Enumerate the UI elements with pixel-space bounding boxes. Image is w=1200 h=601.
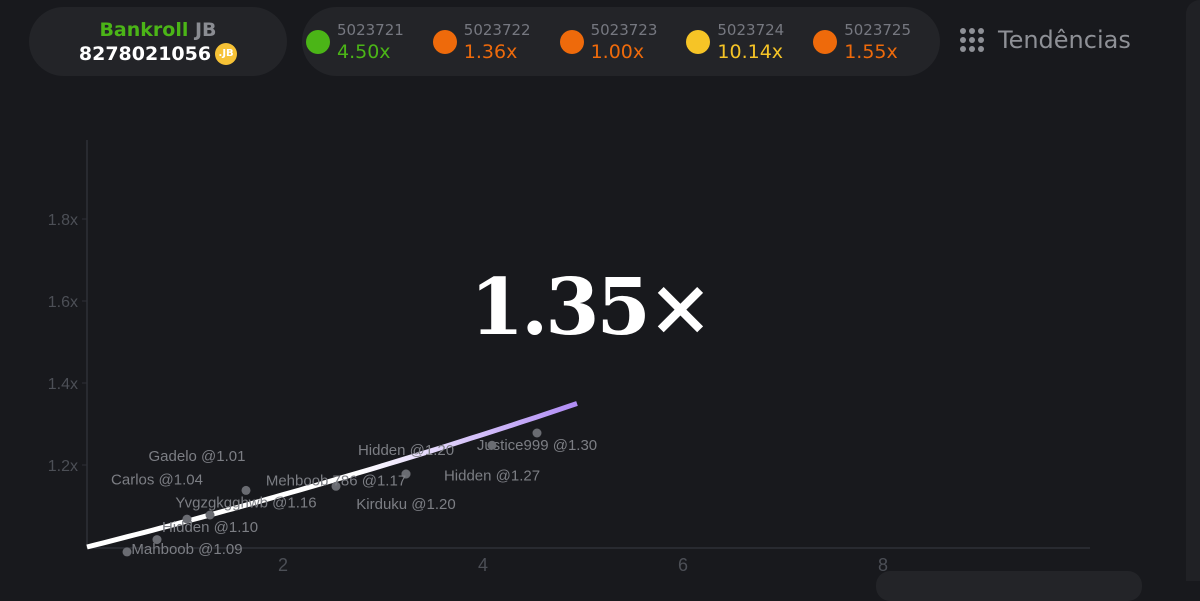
history-item[interactable]: 5023725 1.55x — [813, 20, 940, 64]
history-item[interactable]: 5023723 1.00x — [559, 20, 687, 64]
round-multiplier: 1.36x — [463, 40, 518, 63]
round-id: 5023724 — [717, 20, 785, 39]
y-tick-label: 1.8x — [48, 212, 78, 229]
player-cashout-dot — [401, 469, 411, 479]
player-cashout-label: Hidden @1.10 — [162, 519, 258, 536]
player-cashout-dot — [122, 547, 132, 557]
player-cashout-dot — [152, 535, 162, 545]
history-item[interactable]: 5023722 1.36x — [432, 20, 560, 64]
player-cashout-label: Mehboob 786 @1.17 — [266, 472, 406, 489]
coin-icon: .JB — [215, 43, 238, 65]
crash-chart: 1.2x 1.4x 1.6x 1.8x 2 4 6 8 Justice999 @1.30 Hidd… — [48, 140, 1090, 575]
current-multiplier: 1.35× — [469, 262, 713, 353]
status-dot-icon — [306, 29, 330, 54]
player-cashout-label: Gadelo @1.01 — [149, 448, 246, 465]
bottom-panel — [876, 571, 1142, 601]
player-cashout-dot — [532, 428, 542, 438]
status-dot-icon — [813, 29, 838, 54]
bankroll-currency: JB — [194, 19, 217, 41]
y-tick-label: 1.2x — [48, 458, 78, 475]
player-cashout-label: Mahboob @1.09 — [131, 541, 242, 558]
player-cashout-label: Hidden @1.27 — [444, 467, 540, 484]
history-item[interactable]: 5023724 10.14x — [686, 20, 813, 64]
round-multiplier: 10.14x — [717, 40, 784, 63]
status-dot-icon — [686, 29, 711, 54]
multiplier-curve — [86, 401, 578, 550]
history-item[interactable]: 5023721 4.50x — [306, 20, 433, 64]
round-history: 5023721 4.50x 5023722 1.36x 5023723 1.00x 5023… — [302, 7, 940, 76]
x-tick-label: 8 — [878, 555, 888, 575]
player-cashout-label: Hidden @1.20 — [358, 442, 454, 459]
round-multiplier: 1.00x — [590, 40, 645, 63]
player-cashout-label: Yvgzgkgghwb @1.16 — [175, 494, 316, 511]
round-multiplier: 1.55x — [844, 40, 898, 63]
round-id: 5023721 — [337, 20, 404, 39]
round-id: 5023722 — [463, 20, 531, 39]
round-id: 5023725 — [844, 20, 911, 39]
x-tick-label: 2 — [278, 555, 288, 575]
player-cashout-dot — [182, 514, 192, 524]
status-dot-icon — [432, 29, 457, 54]
trends-label: Tendências — [998, 26, 1131, 54]
player-cashout-dot — [331, 481, 341, 491]
player-cashout-dot — [205, 510, 215, 520]
player-cashout-label: Carlos @1.04 — [111, 472, 203, 489]
x-tick-label: 4 — [478, 555, 488, 575]
x-tick-label: 6 — [678, 555, 688, 575]
bankroll-label: Bankroll — [99, 19, 189, 41]
status-dot-icon — [559, 29, 584, 54]
grid-dots-icon — [960, 28, 984, 52]
round-id: 5023723 — [590, 20, 658, 39]
player-cashout-label: Justice999 @1.30 — [477, 437, 597, 454]
bankroll-panel: Bankroll JB 8278021056 .JB — [29, 7, 287, 76]
player-cashout-dot — [241, 485, 251, 495]
bankroll-amount: 8278021056 — [78, 43, 212, 65]
round-multiplier: 4.50x — [337, 40, 391, 63]
player-cashout-label: Kirduku @1.20 — [356, 496, 455, 513]
y-tick-label: 1.6x — [48, 294, 78, 311]
side-panel-edge — [1186, 0, 1200, 581]
y-tick-label: 1.4x — [48, 376, 78, 393]
trends-button[interactable]: Tendências — [960, 26, 1131, 54]
player-cashout-dot — [487, 440, 497, 450]
